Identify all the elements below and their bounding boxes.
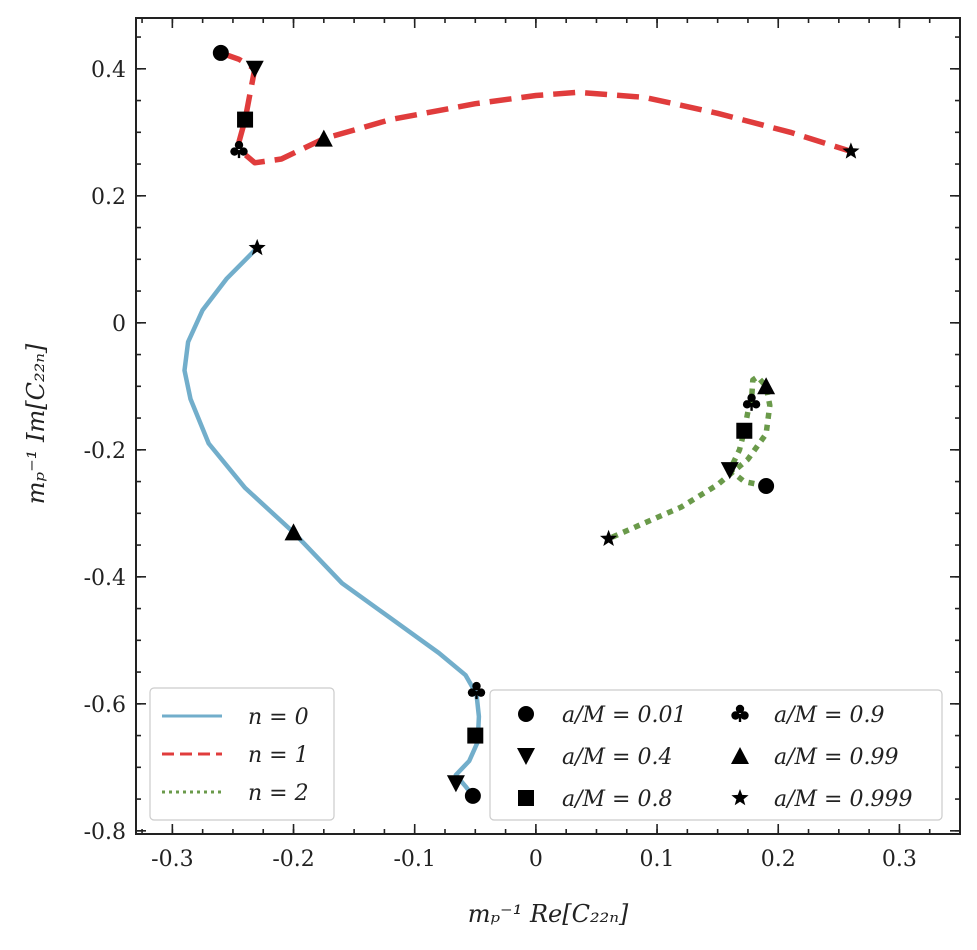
legend-marker-triangle-up (731, 747, 749, 764)
legend-symbol-star (731, 789, 749, 806)
marker-triangle-up-1 (314, 129, 333, 147)
marker-star-1 (842, 142, 860, 159)
x-tick-label: -0.2 (272, 847, 314, 872)
marker-club-0 (467, 681, 486, 700)
marker-club-2 (742, 393, 761, 411)
x-tick-label: 0.1 (640, 847, 675, 872)
marker-triangle-up-2 (757, 377, 776, 395)
plot-frame (135, 17, 961, 835)
legend-label-a0999: a/M = 0.999 (774, 787, 912, 812)
legend-symbol-square (518, 790, 534, 806)
marker-square-0 (467, 727, 484, 744)
x-tick-label: 0.2 (761, 847, 796, 872)
marker-star-0 (248, 238, 266, 256)
legend-symbol-circle (518, 706, 534, 722)
plot-curves (182, 50, 852, 798)
y-tick-label: -0.6 (84, 693, 126, 718)
legend-symbol-triangle-up (731, 747, 749, 764)
marker-triangle-up-0 (284, 523, 303, 541)
y-tick-label: 0 (112, 312, 126, 337)
curve-n1 (219, 50, 852, 166)
legend-marker-star (731, 789, 749, 806)
marker-club-1 (230, 140, 248, 159)
x-tick-label: -0.1 (393, 847, 435, 872)
legend-label-a08: a/M = 0.8 (562, 787, 672, 812)
legend-label-a099: a/M = 0.99 (774, 745, 898, 770)
plot-markers (212, 44, 860, 804)
x-tick-label: 0 (529, 847, 543, 872)
marker-square-1 (237, 111, 254, 128)
marker-circle-0 (464, 787, 481, 804)
y-axis-label: mₚ⁻¹ Im[C₂₂ₙ] (22, 343, 50, 504)
legend-label-n2: n = 2 (248, 781, 309, 806)
marker-triangle-down-2 (720, 462, 739, 480)
legend-label-a001: a/M = 0.01 (562, 703, 686, 728)
marker-star-2 (600, 529, 618, 546)
legend-markers-box (489, 689, 943, 821)
y-tick-label: -0.4 (84, 566, 126, 591)
marker-circle-2 (758, 478, 775, 495)
y-tick-label: 0.2 (91, 185, 126, 210)
legend-label-n0: n = 0 (248, 705, 309, 730)
marker-circle-1 (212, 44, 229, 61)
marker-triangle-down-1 (245, 60, 264, 78)
y-tick-label: -0.2 (84, 439, 126, 464)
legend-label-a04: a/M = 0.4 (562, 745, 672, 770)
curve-n0 (182, 246, 482, 798)
legend-label-n1: n = 1 (248, 743, 309, 768)
marker-triangle-down-0 (446, 775, 465, 793)
legend-marker-square (518, 790, 534, 806)
legend-symbol-triangle-down (517, 748, 535, 765)
legend-lines: n = 0 n = 1 n = 2 (149, 687, 335, 821)
x-axis-label: mₚ⁻¹ Re[C₂₂ₙ] (468, 900, 629, 928)
legend-lines-box (149, 687, 335, 821)
legend-symbol-club (731, 704, 749, 722)
legend-marker-triangle-down (517, 748, 535, 765)
legend-label-a09: a/M = 0.9 (774, 703, 884, 728)
x-tick-label: -0.3 (151, 847, 193, 872)
legend-markers: a/M = 0.01 a/M = 0.4 a/M = 0.8 a/M = 0.9… (489, 689, 943, 821)
legend-marker-club (731, 704, 749, 722)
y-tick-label: -0.8 (84, 820, 126, 845)
x-tick-label: 0.3 (882, 847, 917, 872)
y-tick-label: 0.4 (91, 58, 126, 83)
marker-square-2 (736, 422, 753, 439)
legend-marker-circle (518, 706, 534, 722)
